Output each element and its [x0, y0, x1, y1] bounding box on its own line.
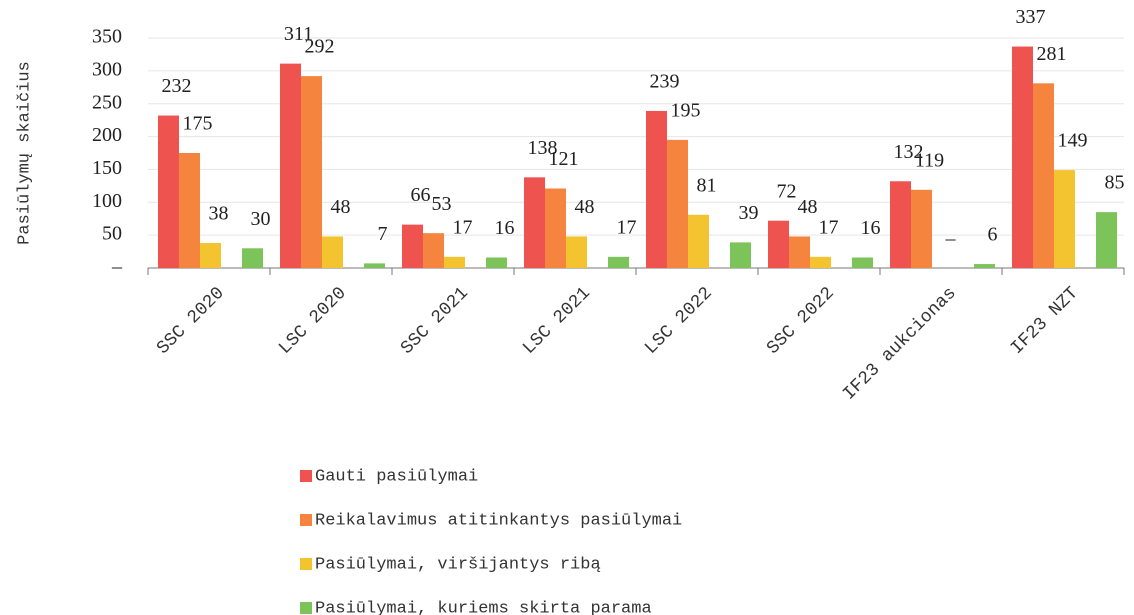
data-label: 311	[284, 23, 313, 45]
y-tick-label: 100	[92, 190, 122, 212]
data-label: 281	[1037, 43, 1067, 65]
data-label: 53	[432, 193, 452, 215]
bar	[280, 63, 301, 268]
data-label: 337	[1016, 6, 1046, 28]
data-label: 239	[650, 71, 680, 93]
y-tick-label: 350	[92, 26, 122, 48]
y-tick-label: 200	[92, 124, 122, 146]
data-label: 149	[1058, 130, 1088, 152]
data-label: 175	[183, 113, 213, 135]
bar	[158, 115, 179, 269]
legend-label: Pasiūlymai, viršijantys ribą	[315, 555, 601, 574]
x-tick-label: LSC 2020	[275, 283, 350, 358]
y-tick-label: 150	[92, 157, 122, 179]
data-label: 48	[798, 196, 818, 218]
bar	[200, 243, 221, 268]
data-label: 232	[162, 75, 192, 97]
bar	[974, 264, 995, 268]
legend-swatch	[300, 514, 312, 526]
bar	[730, 242, 751, 268]
bar	[1012, 46, 1033, 268]
data-label: 38	[209, 203, 229, 225]
bar	[322, 236, 343, 268]
data-label: 48	[331, 196, 351, 218]
y-axis-label: Pasiūlymų skaičius	[15, 61, 34, 245]
data-label: 119	[915, 149, 944, 171]
bar	[486, 257, 507, 268]
bar	[566, 236, 587, 268]
data-label: 121	[549, 148, 579, 170]
bar	[852, 257, 873, 268]
bar	[402, 224, 423, 268]
data-label: 195	[671, 99, 701, 121]
data-label: 17	[617, 216, 637, 238]
y-tick-label: 50	[102, 223, 122, 245]
bar	[789, 236, 810, 268]
legend-swatch	[300, 602, 312, 614]
data-label: 66	[411, 184, 431, 206]
bar	[890, 181, 911, 268]
data-label: 48	[575, 196, 595, 218]
x-tick-label: SSC 2020	[153, 283, 228, 358]
bar	[301, 76, 322, 268]
x-tick-label: LSC 2021	[519, 283, 594, 358]
bar	[242, 248, 263, 268]
data-label: 7	[378, 223, 388, 245]
data-label: 6	[988, 224, 998, 246]
bar	[911, 189, 932, 268]
data-label: 17	[819, 216, 839, 238]
bar	[524, 177, 545, 268]
x-tick-label: SSC 2022	[763, 283, 838, 358]
data-label: 72	[777, 180, 797, 202]
bar	[688, 214, 709, 268]
data-label: 292	[305, 36, 335, 58]
legend-swatch	[300, 470, 312, 482]
data-label: –	[945, 228, 957, 250]
legend-label: Reikalavimus atitinkantys pasiūlymai	[315, 511, 682, 530]
data-label: 81	[697, 174, 717, 196]
data-label: 132	[894, 141, 924, 163]
bar	[545, 188, 566, 268]
x-tick-label: IF23 aukcionas	[840, 283, 961, 404]
x-tick-label: SSC 2021	[397, 283, 472, 358]
y-tick-label: 250	[92, 91, 122, 113]
x-tick-label: IF23 NZT	[1007, 283, 1082, 358]
y-tick-label: 300	[92, 58, 122, 80]
bar	[810, 256, 831, 268]
bar	[768, 220, 789, 268]
legend-label: Gauti pasiūlymai	[315, 467, 478, 486]
data-label: 30	[251, 208, 271, 230]
x-tick-label: LSC 2022	[641, 283, 716, 358]
data-label: 16	[861, 217, 881, 239]
bar	[1033, 83, 1054, 268]
bar	[1054, 170, 1075, 268]
bar	[1096, 212, 1117, 268]
bar	[667, 139, 688, 268]
y-tick-label: –	[111, 256, 123, 278]
legend-label: Pasiūlymai, kuriems skirta parama	[315, 599, 652, 615]
data-label: 39	[739, 202, 759, 224]
legend-swatch	[300, 558, 312, 570]
bar	[364, 263, 385, 268]
data-label: 17	[453, 216, 473, 238]
data-label: 138	[528, 137, 558, 159]
data-label: 85	[1105, 172, 1125, 194]
bar	[646, 110, 667, 268]
data-label: 16	[495, 217, 515, 239]
bar	[423, 233, 444, 268]
bar	[179, 153, 200, 268]
bar	[608, 256, 629, 268]
bar	[444, 256, 465, 268]
